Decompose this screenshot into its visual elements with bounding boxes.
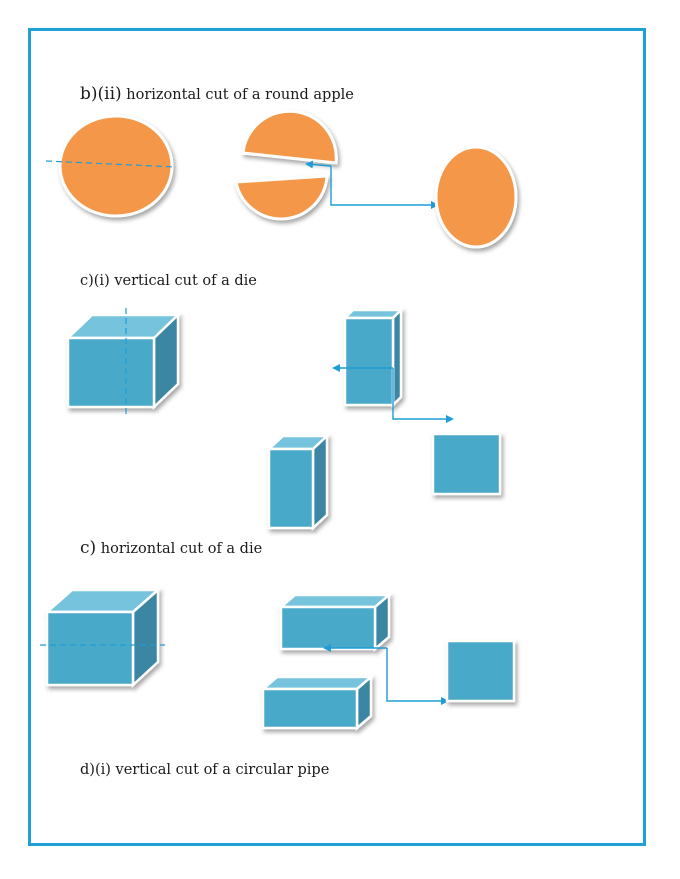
- apple-halves: [234, 109, 338, 221]
- piece-side-face: [311, 433, 329, 531]
- die-vertical-arrow: [332, 364, 454, 423]
- piece-front-face: [267, 447, 315, 530]
- caption-text: horizontal cut of a round apple: [126, 87, 354, 103]
- caption-prefix: c)(i): [80, 273, 110, 289]
- apple-cross-section: [434, 145, 518, 249]
- caption-prefix: b)(ii): [80, 84, 122, 104]
- caption-prefix: d)(i): [80, 762, 111, 778]
- cube-front-face: [66, 336, 156, 409]
- arrow-to-square: [386, 648, 449, 705]
- die-cube: [64, 312, 182, 410]
- page-border: [28, 28, 646, 846]
- caption-text: vertical cut of a circular pipe: [115, 762, 330, 778]
- piece-front-face: [279, 605, 377, 651]
- caption-pipe-vertical: d)(i) vertical cut of a circular pipe: [80, 762, 329, 778]
- die-cube-horizontal: [43, 587, 162, 688]
- piece-front-face: [261, 687, 359, 730]
- caption-text: horizontal cut of a die: [100, 541, 263, 557]
- die-vertical-piece-right: [341, 306, 405, 409]
- arrow-to-slice: [330, 166, 439, 209]
- caption-die-vertical: c)(i) vertical cut of a die: [80, 273, 257, 289]
- caption-text: vertical cut of a die: [114, 273, 257, 289]
- die-horizontal-piece-top: [277, 592, 393, 652]
- cube-front-face: [45, 610, 135, 687]
- apple-arrow: [305, 160, 439, 209]
- piece-top-face: [259, 675, 375, 691]
- apple-whole: [45, 114, 177, 218]
- die-vertical-cross-section: [431, 432, 502, 496]
- apple-bottom-half: [234, 174, 329, 221]
- arrow-to-square: [392, 368, 454, 423]
- caption-apple-horizontal: b)(ii) horizontal cut of a round apple: [80, 84, 354, 104]
- caption-die-horizontal: c) horizontal cut of a die: [80, 538, 262, 558]
- die-vertical-piece-left: [265, 433, 331, 531]
- piece-front-face: [343, 316, 395, 407]
- arrow-to-halves: [305, 160, 332, 169]
- die-horizontal-arrow: [323, 644, 449, 705]
- apple-shape: [58, 114, 174, 218]
- die-horizontal-piece-bottom: [259, 674, 375, 731]
- apple-top-half: [241, 109, 338, 165]
- caption-prefix: c): [80, 538, 97, 558]
- die-horizontal-cross-section: [445, 639, 516, 703]
- apple-cut-line: [45, 160, 177, 168]
- piece-top-face: [277, 593, 393, 609]
